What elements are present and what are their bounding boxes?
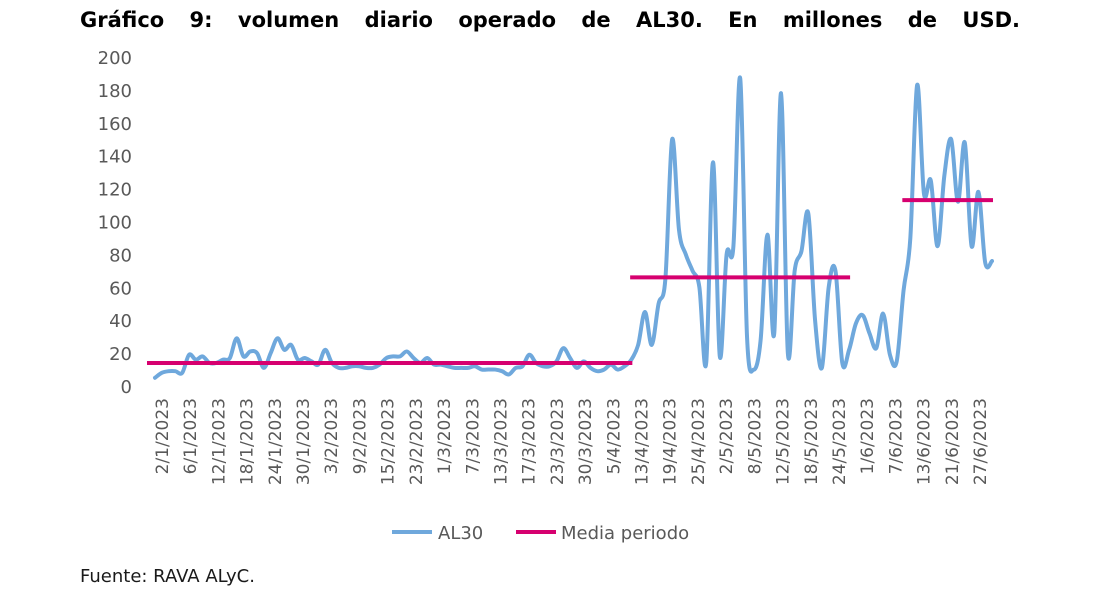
- y-tick-label: 60: [109, 278, 132, 299]
- x-tick-label: 18/1/2023: [238, 398, 258, 485]
- x-tick-label: 23/3/2023: [548, 398, 568, 485]
- x-tick-label: 25/4/2023: [689, 398, 709, 485]
- x-tick-label: 5/4/2023: [604, 398, 624, 474]
- y-tick-label: 40: [109, 311, 132, 332]
- x-tick-label: 30/1/2023: [294, 398, 314, 485]
- y-tick-label: 120: [98, 180, 132, 201]
- chart-area: 0 20 40 60 80 100 120 140 160 180 200 2/1/2023 6/1/…: [98, 48, 994, 544]
- x-tick-label: 23/2/2023: [407, 398, 427, 485]
- x-tick-label: 1/6/2023: [858, 398, 878, 474]
- y-tick-label: 140: [98, 147, 132, 168]
- x-tick-label: 7/6/2023: [886, 398, 906, 474]
- legend: AL30 Media periodo: [392, 523, 689, 544]
- chart-title: Gráfico 9: volumen diario operado de AL3…: [80, 8, 1020, 32]
- y-tick-label: 180: [98, 81, 132, 102]
- series-layer: [147, 75, 994, 380]
- x-tick-label: 12/5/2023: [774, 398, 794, 485]
- x-axis: 2/1/2023 6/1/2023 12/1/2023 18/1/2023 24/1/2…: [153, 398, 991, 485]
- x-tick-label: 18/5/2023: [802, 398, 822, 485]
- x-tick-label: 3/2/2023: [322, 398, 342, 474]
- x-tick-label: 1/3/2023: [435, 398, 455, 474]
- x-tick-label: 21/6/2023: [943, 398, 963, 485]
- y-tick-label: 0: [121, 377, 132, 398]
- x-tick-label: 12/1/2023: [209, 398, 229, 485]
- x-tick-label: 24/1/2023: [266, 398, 286, 485]
- x-tick-label: 8/5/2023: [745, 398, 765, 474]
- x-tick-label: 17/3/2023: [520, 398, 540, 485]
- x-tick-label: 2/1/2023: [153, 398, 173, 474]
- source-note: Fuente: RAVA ALyC.: [80, 566, 255, 587]
- x-tick-label: 24/5/2023: [830, 398, 850, 485]
- x-tick-label: 27/6/2023: [971, 398, 991, 485]
- series-line-al30: [153, 75, 994, 380]
- y-tick-label: 20: [109, 344, 132, 365]
- x-tick-label: 2/5/2023: [717, 398, 737, 474]
- x-tick-label: 13/4/2023: [633, 398, 653, 485]
- x-tick-label: 30/3/2023: [576, 398, 596, 485]
- y-tick-label: 80: [109, 245, 132, 266]
- x-tick-label: 19/4/2023: [661, 398, 681, 485]
- x-tick-label: 6/1/2023: [181, 398, 201, 474]
- x-tick-label: 9/2/2023: [350, 398, 370, 474]
- x-tick-label: 13/6/2023: [915, 398, 935, 485]
- x-tick-label: 7/3/2023: [463, 398, 483, 474]
- legend-label-media-periodo: Media periodo: [561, 523, 689, 544]
- y-axis: 0 20 40 60 80 100 120 140 160 180 200: [98, 48, 132, 398]
- y-tick-label: 200: [98, 48, 132, 69]
- y-tick-label: 100: [98, 213, 132, 234]
- legend-label-al30: AL30: [438, 523, 483, 544]
- x-tick-label: 15/2/2023: [379, 398, 399, 485]
- y-tick-label: 160: [98, 114, 132, 135]
- x-tick-label: 13/3/2023: [491, 398, 511, 485]
